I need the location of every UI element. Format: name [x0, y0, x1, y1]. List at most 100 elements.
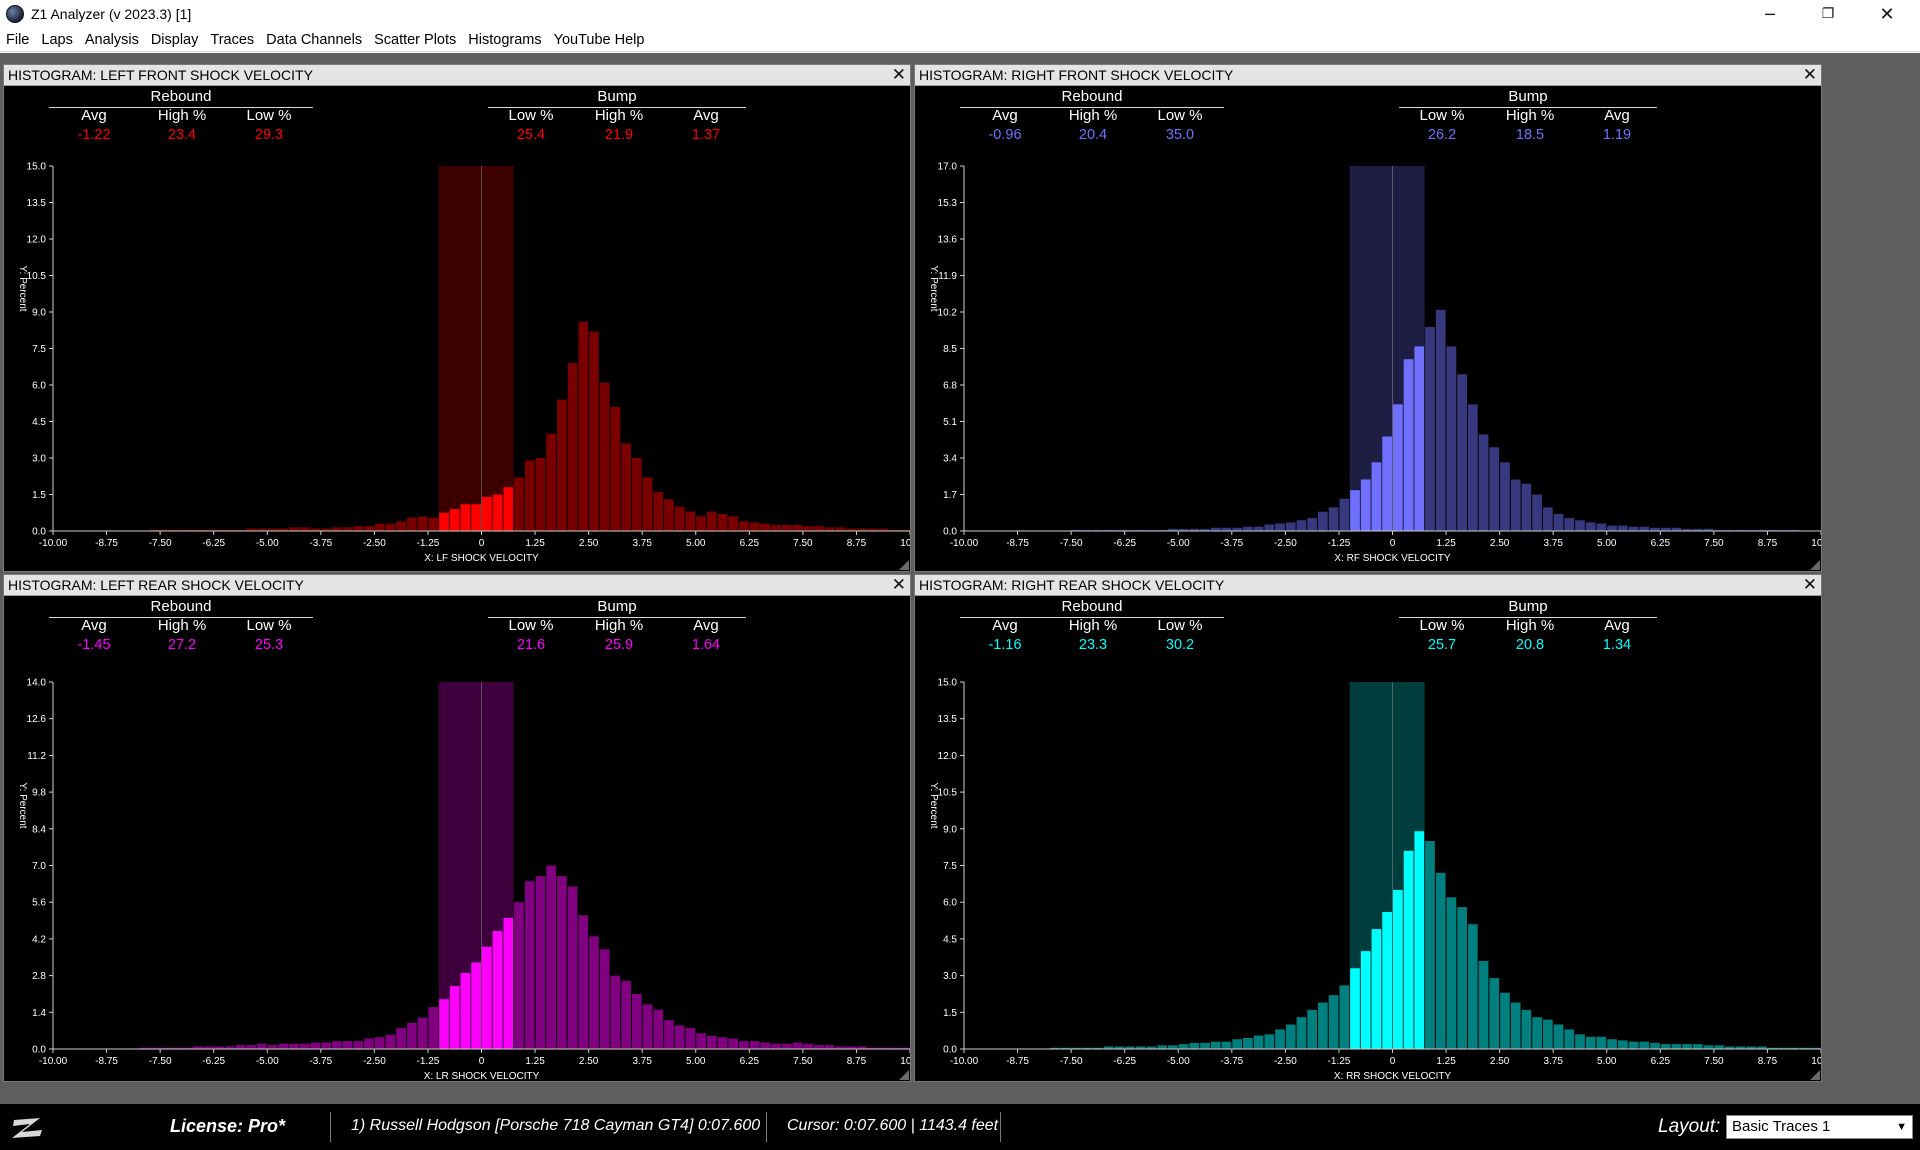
- histogram-bar: [1328, 507, 1339, 531]
- histogram-bar: [1457, 374, 1467, 531]
- histogram-bar: [1168, 528, 1178, 531]
- histogram-bar: [1189, 1042, 1200, 1049]
- histogram-bar: [342, 527, 353, 531]
- minimize-button[interactable]: ─: [1765, 4, 1775, 24]
- x-tick-label: 3.75: [632, 1056, 652, 1067]
- histogram-bar: [203, 1046, 214, 1049]
- histogram-bar: [1692, 528, 1703, 531]
- histogram-bar: [1446, 346, 1457, 531]
- menu-file[interactable]: File: [6, 31, 30, 48]
- stats-summary: Rebound Bump Avg -0.96 High % 20.4 Low % 35.0 Lo…: [915, 87, 1821, 147]
- histogram-bar: [674, 1025, 685, 1049]
- histogram-bar: [824, 527, 835, 531]
- histogram-bar: [771, 1043, 781, 1049]
- histogram-bar: [299, 527, 310, 531]
- close-icon[interactable]: ✕: [1802, 575, 1817, 595]
- bump-low-label: Low %: [1419, 107, 1465, 124]
- panel-title: HISTOGRAM: RIGHT FRONT SHOCK VELOCITY: [919, 67, 1234, 83]
- y-tick-label: 7.5: [32, 344, 46, 355]
- menu-youtube-help[interactable]: YouTube Help: [553, 31, 645, 48]
- histogram-bar: [439, 999, 449, 1049]
- x-tick-label: 0: [1390, 1056, 1396, 1067]
- histogram-bar: [1735, 529, 1746, 531]
- histogram-bar: [1542, 1019, 1553, 1049]
- resize-grip-icon[interactable]: [1810, 560, 1820, 570]
- histogram-bar: [1746, 1046, 1757, 1049]
- histogram-bar: [1221, 1041, 1232, 1049]
- x-tick-label: 5.00: [1597, 1056, 1617, 1067]
- histogram-bar: [514, 477, 524, 531]
- histogram-chart: 0.0 1.4 2.8 4.2 5.6 7.0 8.4 9.8 11.2 12.6 14.0 -10.…: [17, 678, 910, 1081]
- menu-analysis[interactable]: Analysis: [84, 31, 139, 48]
- histogram-bar: [546, 865, 556, 1049]
- close-icon[interactable]: ✕: [891, 65, 906, 85]
- rebound-avg-value: -1.45: [77, 637, 111, 653]
- y-tick-label: 6.8: [943, 381, 957, 392]
- histogram-bar: [739, 1041, 749, 1049]
- histogram-bar: [1103, 529, 1114, 531]
- histogram-bar: [1403, 359, 1414, 531]
- bump-low-value: 25.7: [1427, 637, 1457, 653]
- histogram-bar: [1328, 995, 1339, 1049]
- histogram-bar: [1178, 528, 1189, 531]
- bump-high-label: High %: [1505, 617, 1555, 634]
- histogram-bar: [1628, 526, 1639, 531]
- histogram-bar: [299, 1043, 310, 1049]
- histogram-bar: [407, 517, 417, 531]
- resize-grip-icon[interactable]: [899, 1070, 909, 1080]
- resize-grip-icon[interactable]: [1810, 1070, 1820, 1080]
- y-tick-label: 15.0: [27, 162, 47, 173]
- histogram-bar: [1553, 513, 1564, 531]
- histogram-bar: [1596, 523, 1607, 531]
- bump-low-label: Low %: [508, 107, 554, 124]
- histogram-bar: [1146, 1046, 1157, 1049]
- histogram-bar: [460, 504, 471, 531]
- histogram-bar: [1532, 1017, 1542, 1049]
- y-tick-label: 3.4: [943, 454, 957, 465]
- histogram-bar: [1382, 436, 1392, 531]
- rebound-low-value: 25.3: [254, 637, 284, 653]
- histogram-bar: [1296, 1017, 1307, 1049]
- menu-histograms[interactable]: Histograms: [468, 31, 542, 48]
- x-tick-label: 6.25: [1651, 1056, 1671, 1067]
- histogram-bar: [1585, 522, 1596, 531]
- x-tick-label: -2.50: [363, 538, 386, 549]
- histogram-bar: [1435, 872, 1446, 1049]
- resize-grip-icon[interactable]: [899, 560, 909, 570]
- histogram-bar: [899, 1047, 910, 1049]
- chevron-down-icon[interactable]: ▼: [1896, 1121, 1907, 1133]
- x-tick-label: -7.50: [149, 538, 172, 549]
- y-tick-label: 7.0: [32, 861, 46, 872]
- x-tick-label: -8.75: [95, 538, 118, 549]
- x-tick-label: -5.00: [1167, 538, 1190, 549]
- x-tick-label: 1.25: [1436, 1056, 1456, 1067]
- bump-avg-value: 1.34: [1602, 637, 1632, 653]
- histogram-bar: [1371, 462, 1382, 531]
- bump-avg-label: Avg: [1604, 617, 1630, 634]
- y-tick-label: 6.0: [943, 898, 957, 909]
- bump-low-value: 25.4: [516, 127, 546, 143]
- histogram-bar: [332, 1041, 342, 1049]
- y-tick-label: 0.0: [32, 1045, 46, 1056]
- menu-display[interactable]: Display: [150, 31, 199, 48]
- histogram-bar: [364, 1038, 374, 1049]
- close-icon[interactable]: ✕: [891, 575, 906, 595]
- histogram-bar: [1243, 526, 1253, 531]
- y-tick-label: 7.5: [943, 861, 957, 872]
- maximize-button[interactable]: ❐: [1821, 6, 1835, 22]
- close-window-button[interactable]: ✕: [1879, 3, 1895, 25]
- histogram-bar: [1253, 526, 1264, 531]
- close-icon[interactable]: ✕: [1802, 65, 1817, 85]
- menu-data-channels[interactable]: Data Channels: [266, 31, 363, 48]
- histogram-bar: [1489, 447, 1500, 531]
- histogram-bar: [1467, 404, 1478, 531]
- histogram-bar: [1660, 527, 1671, 531]
- layout-dropdown[interactable]: Basic Traces 1 ▼: [1726, 1115, 1913, 1139]
- menu-scatter-plots[interactable]: Scatter Plots: [374, 31, 457, 48]
- bump-avg-label: Avg: [1604, 107, 1630, 124]
- menu-laps[interactable]: Laps: [41, 31, 73, 48]
- histogram-bar: [1735, 1046, 1746, 1049]
- histogram-bar: [846, 528, 856, 531]
- panel-header: HISTOGRAM: RIGHT FRONT SHOCK VELOCITY ✕: [915, 65, 1821, 86]
- menu-traces[interactable]: Traces: [210, 31, 255, 48]
